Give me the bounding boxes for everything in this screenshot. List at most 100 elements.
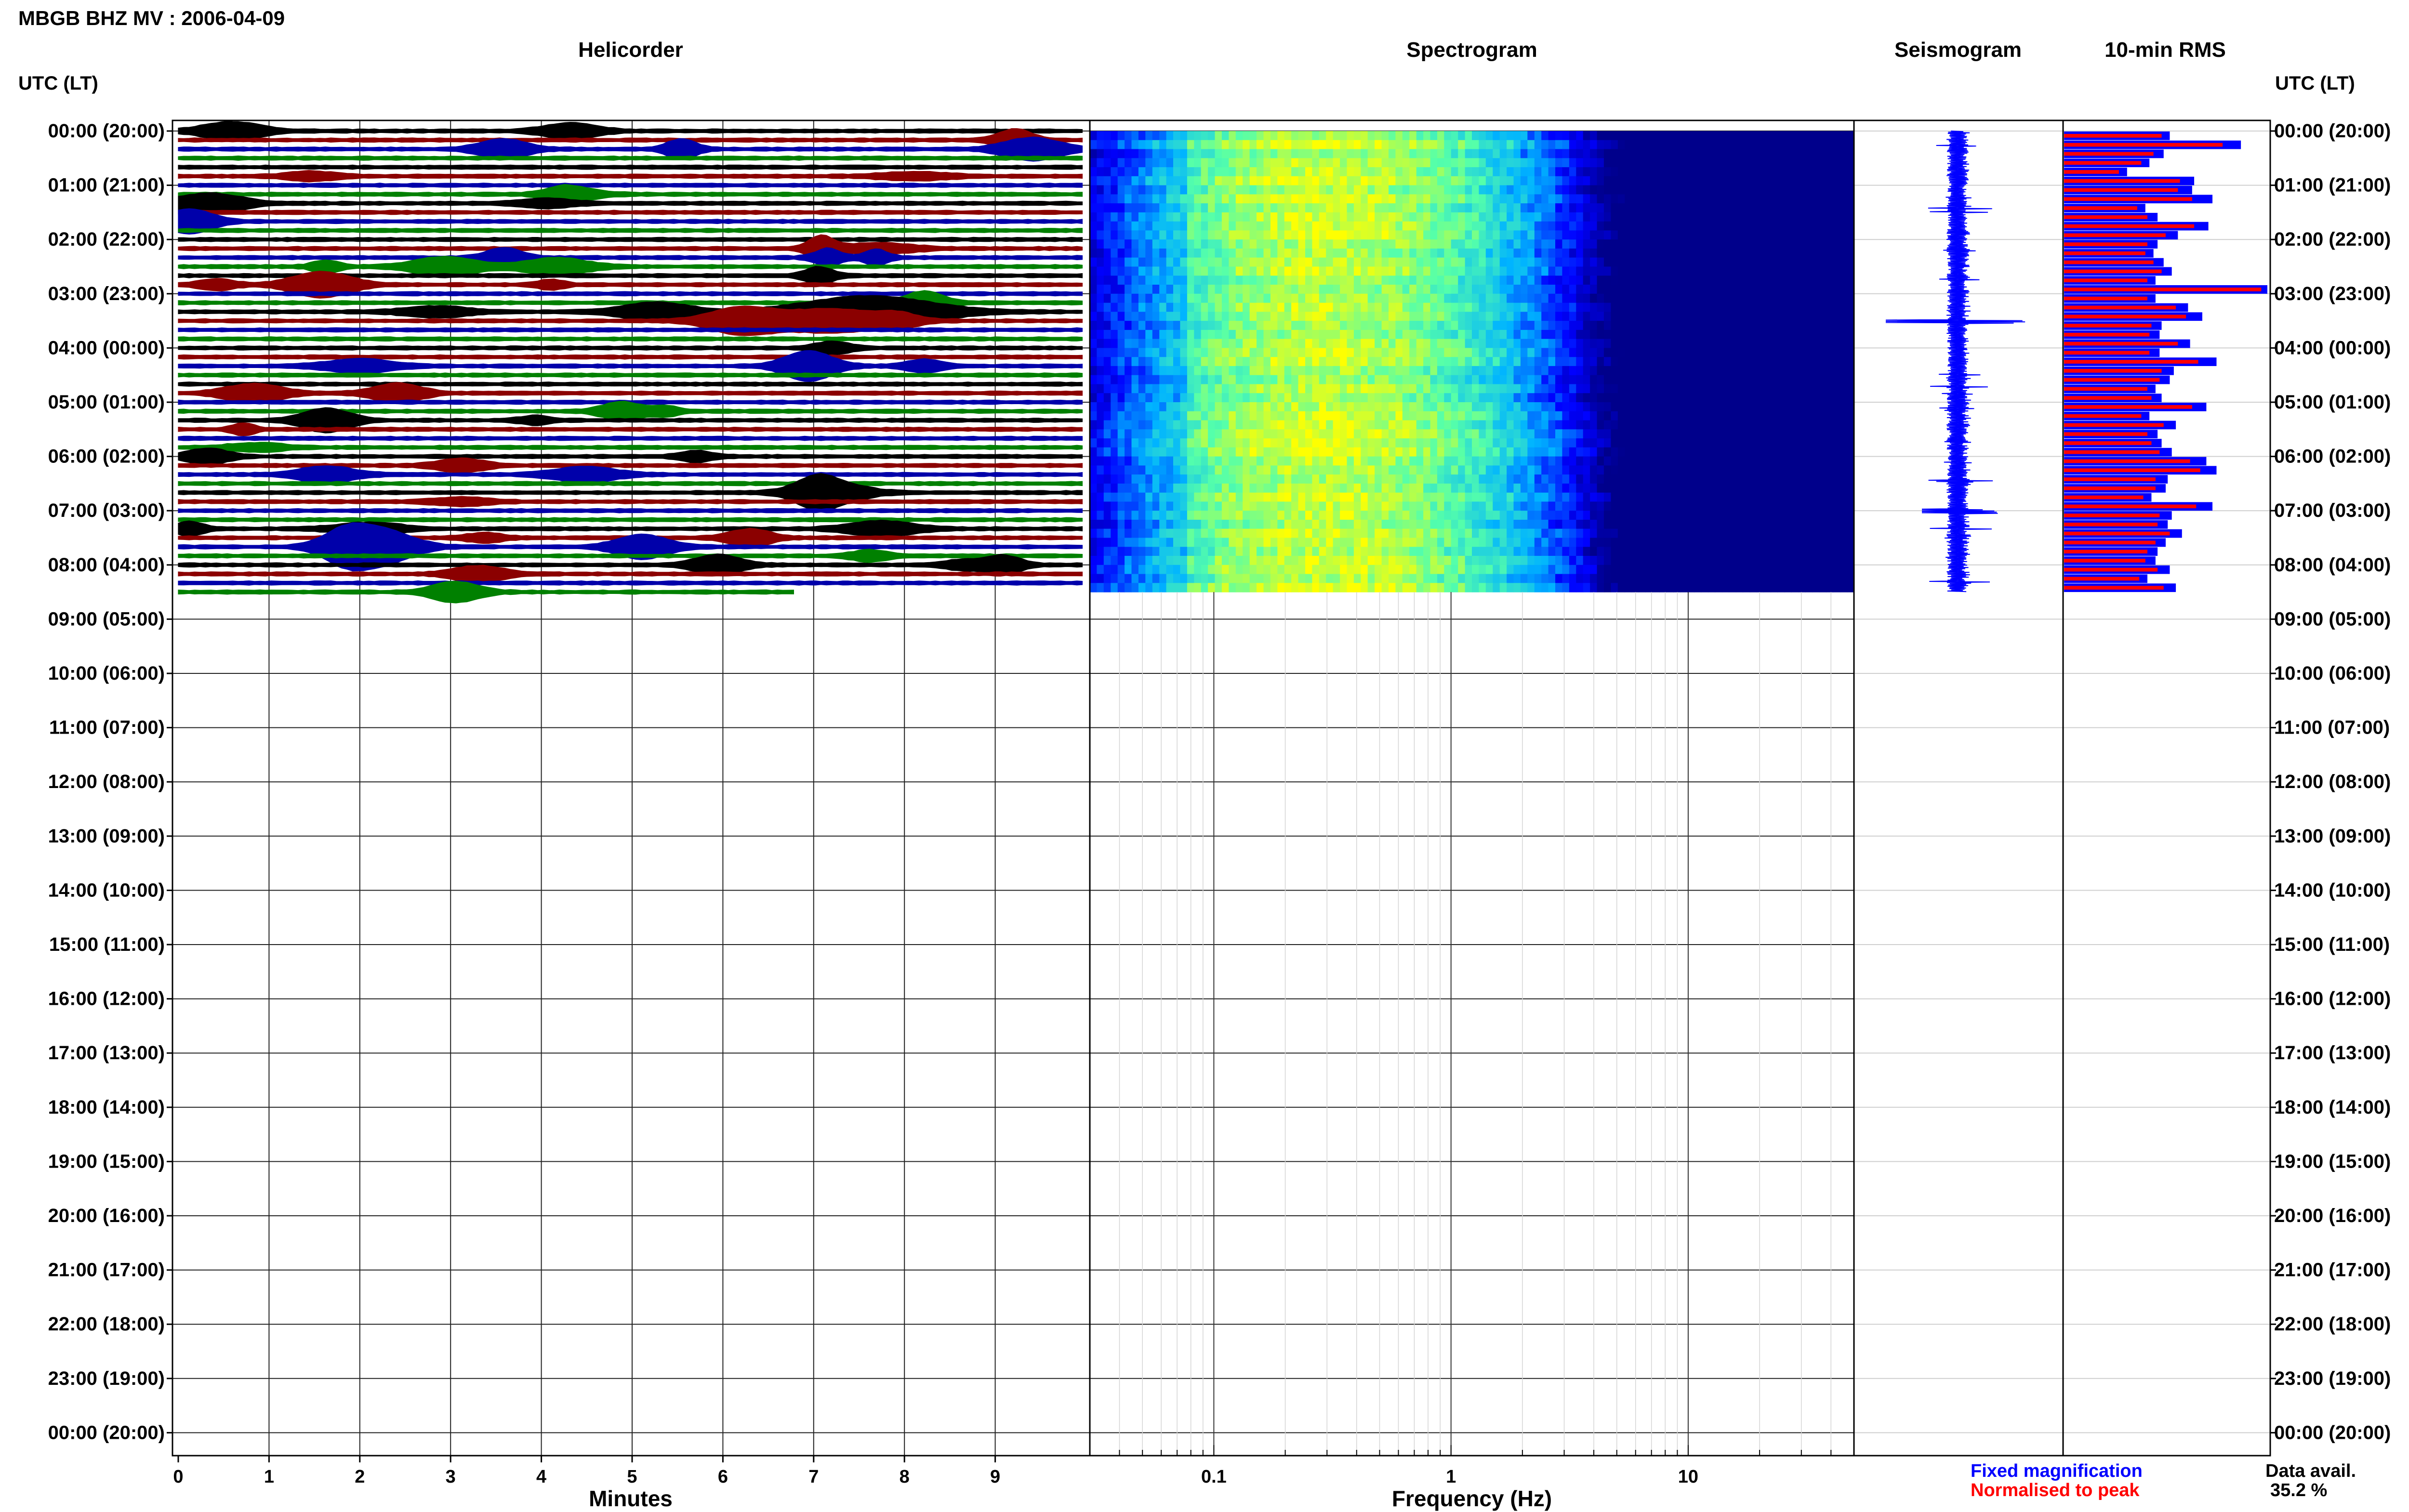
spectrogram-cell — [1485, 158, 1493, 168]
spectrogram-cell — [1437, 456, 1444, 466]
spectrogram-cell — [1569, 221, 1576, 231]
spectrogram-cell — [1451, 293, 1458, 303]
spectrogram-cell — [1534, 285, 1542, 294]
spectrogram-cell — [1562, 366, 1570, 376]
spectrogram-cell — [1472, 285, 1479, 294]
spectrogram-cell — [1367, 357, 1375, 367]
spectrogram-cell — [1180, 239, 1188, 249]
spectrogram-cell — [1103, 520, 1111, 529]
spectrogram-cell — [1611, 312, 1618, 321]
spectrogram-cell — [1493, 176, 1500, 186]
spectrogram-cell — [1708, 158, 1716, 168]
spectrogram-cell — [1159, 429, 1167, 439]
spectrogram-cell — [1562, 167, 1570, 177]
spectrogram-cell — [1367, 212, 1375, 222]
spectrogram-cell — [1103, 167, 1111, 177]
spectrogram-cell — [1263, 140, 1271, 150]
spectrogram-cell — [1631, 257, 1639, 267]
spectrogram-cell — [1111, 257, 1118, 267]
spectrogram-cell — [1680, 167, 1688, 177]
spectrogram-cell — [1312, 465, 1320, 475]
spectrogram-cell — [1527, 221, 1535, 231]
spectrogram-cell — [1180, 447, 1188, 457]
spectrogram-cell — [1249, 438, 1257, 448]
spectrogram-cell — [1694, 239, 1702, 249]
spectrogram-cell — [1333, 511, 1340, 520]
spectrogram-cell — [1347, 149, 1354, 158]
spectrogram-cell — [1562, 456, 1570, 466]
spectrogram-cell — [1639, 329, 1646, 340]
spectrogram-cell — [1569, 384, 1576, 394]
spectrogram-cell — [1513, 447, 1521, 457]
spectrogram-cell — [1395, 402, 1403, 412]
spectrogram-cell — [1451, 474, 1458, 484]
spectrogram-cell — [1430, 321, 1438, 330]
spectrogram-cell — [1833, 149, 1840, 158]
spectrogram-cell — [1735, 131, 1743, 141]
spectrogram-cell — [1409, 329, 1417, 340]
spectrogram-cell — [1597, 375, 1604, 385]
spectrogram-cell — [1284, 447, 1292, 457]
spectrogram-cell — [1805, 402, 1813, 412]
spectrogram-cell — [1743, 465, 1750, 475]
spectrogram-cell — [1103, 312, 1111, 321]
spectrogram-cell — [1639, 511, 1646, 520]
spectrogram-cell — [1145, 528, 1153, 539]
spectrogram-cell — [1416, 420, 1424, 430]
spectrogram-cell — [1771, 366, 1778, 376]
spectrogram-cell — [1361, 149, 1368, 158]
spectrogram-cell — [1555, 429, 1562, 439]
spectrogram-cell — [1103, 339, 1111, 348]
spectrogram-cell — [1340, 492, 1348, 502]
spectrogram-cell — [1513, 483, 1521, 493]
spectrogram-cell — [1152, 429, 1160, 439]
spectrogram-cell — [1639, 447, 1646, 457]
spectrogram-cell — [1229, 429, 1236, 439]
spectrogram-cell — [1701, 321, 1708, 330]
spectrogram-cell — [1826, 185, 1834, 195]
spectrogram-cell — [1416, 257, 1424, 267]
spectrogram-cell — [1249, 348, 1257, 357]
spectrogram-cell — [1166, 393, 1174, 403]
spectrogram-cell — [1645, 520, 1653, 529]
spectrogram-cell — [1097, 185, 1104, 195]
spectrogram-cell — [1819, 149, 1827, 158]
spectrogram-cell — [1194, 375, 1202, 385]
spectrogram-cell — [1603, 293, 1611, 303]
spectrogram-cell — [1576, 249, 1584, 258]
spectrogram-cell — [1812, 366, 1820, 376]
spectrogram-cell — [1423, 357, 1431, 367]
spectrogram-cell — [1381, 230, 1389, 240]
spectrogram-cell — [1249, 429, 1257, 439]
spectrogram-cell — [1229, 257, 1236, 267]
spectrogram-cell — [1583, 203, 1590, 213]
spectrogram-cell — [1541, 520, 1549, 529]
spectrogram-cell — [1791, 329, 1799, 340]
helicorder-trace — [178, 372, 1083, 378]
spectrogram-cell — [1270, 158, 1278, 168]
spectrogram-cell — [1138, 329, 1146, 340]
spectrogram-cell — [1784, 266, 1792, 276]
spectrogram-cell — [1305, 285, 1312, 294]
spectrogram-cell — [1687, 167, 1694, 177]
spectrogram-cell — [1485, 221, 1493, 231]
spectrogram-cell — [1603, 212, 1611, 222]
spectrogram-cell — [1472, 329, 1479, 340]
spectrogram-cell — [1402, 149, 1410, 158]
spectrogram-cell — [1375, 384, 1382, 394]
spectrogram-cell — [1395, 203, 1403, 213]
spectrogram-cell — [1833, 411, 1840, 421]
spectrogram-cell — [1472, 140, 1479, 150]
spectrogram-cell — [1791, 357, 1799, 367]
spectrogram-cell — [1493, 212, 1500, 222]
spectrogram-cell — [1333, 266, 1340, 276]
spectrogram-cell — [1701, 456, 1708, 466]
spectrogram-cell — [1562, 276, 1570, 285]
spectrogram-cell — [1749, 329, 1757, 340]
spectrogram-cell — [1673, 465, 1681, 475]
spectrogram-cell — [1444, 492, 1452, 502]
spectrogram-cell — [1611, 474, 1618, 484]
spectrogram-cell — [1194, 501, 1202, 511]
spectrogram-cell — [1771, 321, 1778, 330]
spectrogram-cell — [1527, 483, 1535, 493]
